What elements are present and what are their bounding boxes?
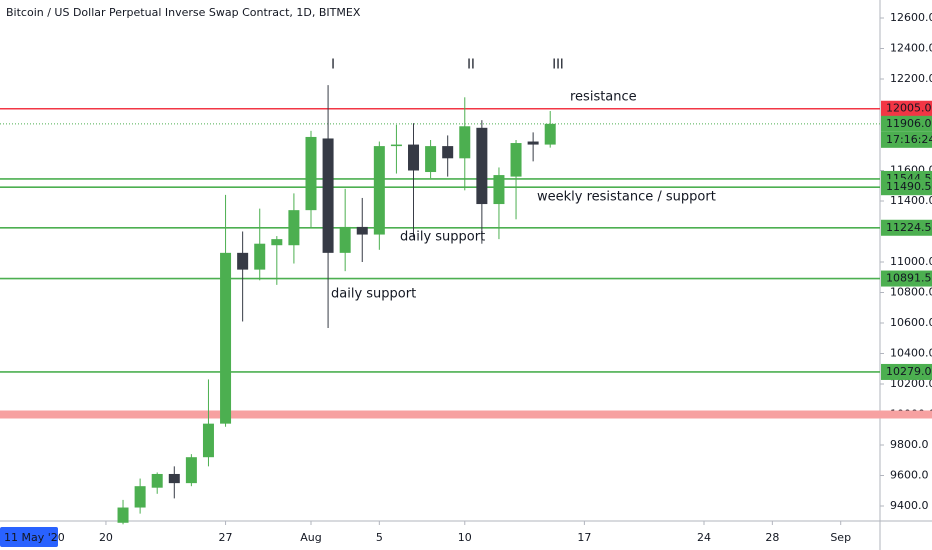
candle-body: [305, 136, 317, 211]
level-label: 10891.5: [886, 272, 932, 285]
level-label-box: [881, 219, 932, 236]
x-tick-label: 5: [376, 531, 383, 544]
y-tick-label: 9400.0: [890, 499, 929, 512]
level-label-box: [881, 179, 932, 196]
annotation: daily support: [331, 287, 416, 302]
x-cursor-box: [0, 527, 58, 547]
annotation: weekly resistance / support: [537, 190, 716, 205]
candle-body: [151, 473, 163, 488]
candle-body: [288, 210, 300, 246]
y-tick-label: 10600.0: [890, 316, 932, 329]
candle-body: [322, 138, 334, 253]
candle-body: [339, 226, 351, 253]
level-label: 11906.0: [886, 117, 932, 130]
candle-body: [134, 486, 146, 508]
level-label-box: [881, 100, 932, 117]
level-label: 11490.5: [886, 180, 932, 193]
candle-body: [476, 127, 488, 205]
y-tick-label: 10400.0: [890, 347, 932, 360]
countdown: 17:16:24: [886, 133, 932, 146]
candle-body: [425, 146, 437, 173]
annotation: daily support: [400, 230, 485, 245]
annotation: I: [331, 58, 335, 73]
candle-body: [373, 146, 385, 235]
x-tick-label: 24: [697, 531, 711, 544]
x-tick-label: 20: [99, 531, 113, 544]
y-tick-label: 11000.0: [890, 255, 932, 268]
candle-body: [442, 146, 454, 159]
level-label: 12005.0: [886, 102, 932, 115]
x-tick-label: 17: [577, 531, 591, 544]
candle-body: [185, 457, 197, 484]
x-tick-label: Sep: [830, 531, 851, 544]
y-tick-label: 9600.0: [890, 469, 929, 482]
candle-body: [408, 144, 420, 171]
candle-body: [237, 252, 249, 270]
y-tick-label: 12200.0: [890, 72, 932, 85]
y-tick-label: 12400.0: [890, 42, 932, 55]
x-tick-label: 10: [458, 531, 472, 544]
x-tick-label: 27: [219, 531, 233, 544]
countdown-box: [881, 131, 932, 148]
level-label-box: [881, 115, 932, 132]
y-tick-label: 12600.0: [890, 11, 932, 24]
candle-body: [117, 507, 129, 523]
candle-body: [202, 423, 214, 458]
zone: [0, 410, 932, 419]
y-tick-label: 11400.0: [890, 194, 932, 207]
level-label: 11224.5: [886, 221, 932, 234]
y-tick-label: 10800.0: [890, 286, 932, 299]
level-label-box: [881, 363, 932, 380]
level-label-box: [881, 270, 932, 287]
annotation: III: [552, 58, 564, 73]
y-tick-label: 9800.0: [890, 438, 929, 451]
candle-body: [544, 123, 556, 145]
candle-body: [510, 143, 522, 177]
chart-title: Bitcoin / US Dollar Perpetual Inverse Sw…: [6, 6, 361, 19]
x-tick-label: Aug: [300, 531, 321, 544]
candle-body: [390, 144, 402, 147]
candle-body: [493, 175, 505, 205]
y-tick-label: 10200.0: [890, 377, 932, 390]
candle-body: [459, 126, 471, 159]
candle-body: [254, 243, 266, 270]
annotation: II: [467, 58, 475, 73]
candle-body: [271, 239, 283, 246]
level-label: 10279.0: [886, 365, 932, 378]
candle-body: [527, 141, 539, 145]
candle-body: [220, 252, 232, 424]
candle-body: [356, 226, 368, 235]
x-cursor-label: 11 May '20: [4, 531, 65, 544]
annotation: resistance: [570, 90, 637, 105]
x-tick-label: 28: [765, 531, 779, 544]
candle-body: [168, 473, 180, 484]
